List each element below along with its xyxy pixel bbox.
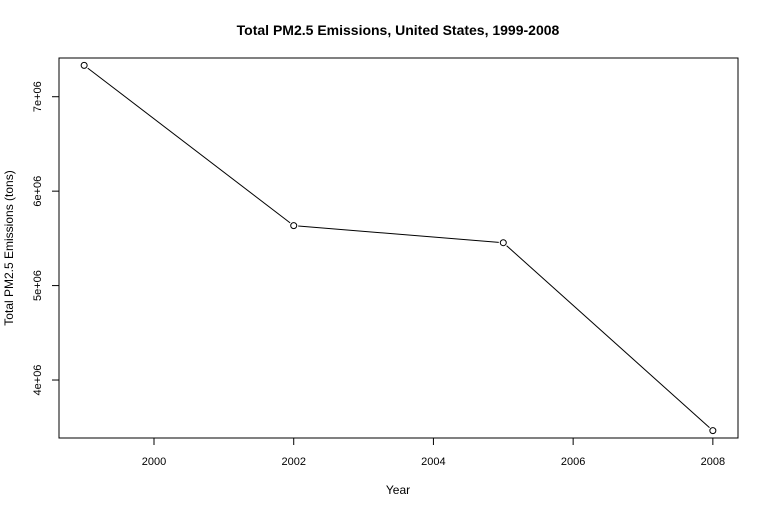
y-tick-label: 6e+06 [32, 176, 44, 207]
y-tick-label: 7e+06 [32, 81, 44, 112]
data-point [709, 427, 717, 435]
y-axis-label: Total PM2.5 Emissions (tons) [2, 170, 16, 325]
data-point [80, 61, 88, 69]
line-segment [87, 67, 291, 224]
line-segment [506, 245, 710, 429]
x-tick-label: 2008 [701, 456, 725, 468]
x-tick-label: 2000 [142, 456, 166, 468]
x-tick-label: 2004 [421, 456, 445, 468]
plot-frame [58, 57, 739, 439]
chart-title: Total PM2.5 Emissions, United States, 19… [237, 22, 560, 38]
y-tick-label: 5e+06 [32, 270, 44, 301]
y-tick-label: 4e+06 [32, 365, 44, 396]
data-point [499, 239, 507, 247]
x-axis-label: Year [386, 483, 410, 497]
data-point [290, 222, 298, 230]
y-axis: 4e+06 5e+06 6e+06 7e+06 [32, 81, 60, 396]
series-line [80, 61, 717, 435]
x-tick-label: 2002 [281, 456, 305, 468]
x-tick-label: 2006 [561, 456, 585, 468]
line-segment [298, 225, 499, 243]
x-axis: 2000 2002 2004 2006 2008 [142, 437, 725, 468]
